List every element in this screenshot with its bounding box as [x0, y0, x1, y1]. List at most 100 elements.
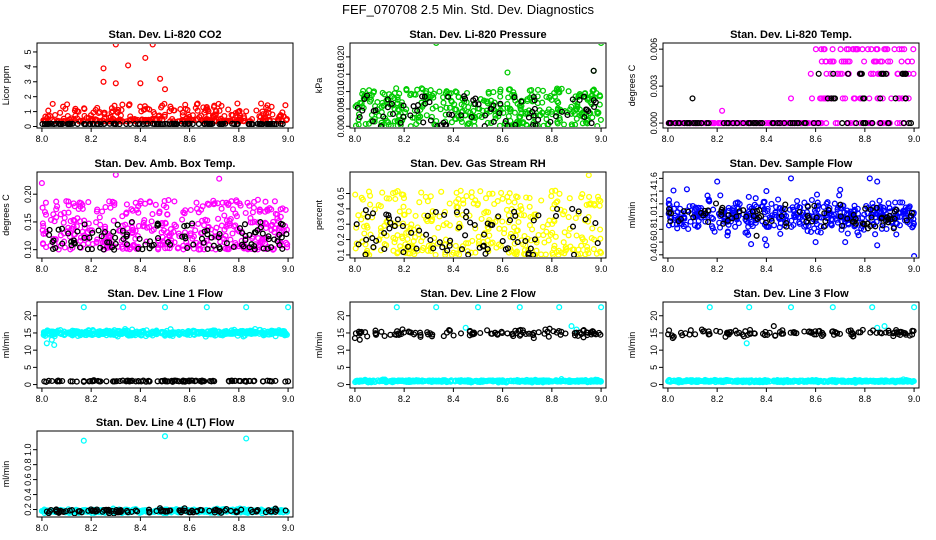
data-point: [876, 205, 883, 212]
data-point: [400, 249, 407, 256]
data-point: [115, 328, 122, 336]
data-point: [878, 377, 885, 385]
data-point: [694, 223, 701, 230]
data-point: [909, 224, 916, 231]
data-point: [89, 229, 96, 236]
plot-frame: [662, 171, 920, 259]
data-point: [218, 330, 225, 338]
data-point: [149, 44, 156, 48]
data-point: [175, 230, 182, 237]
y-tick-label: 0.000: [336, 115, 346, 138]
data-point: [175, 244, 182, 251]
y-tick-label: 0.8: [649, 223, 659, 236]
data-point: [752, 195, 759, 202]
y-axis-label: ml/min: [1, 461, 11, 488]
data-point: [498, 328, 505, 335]
data-point: [588, 120, 595, 127]
data-point: [259, 239, 266, 246]
data-point: [560, 121, 568, 127]
data-point: [516, 304, 523, 311]
y-tick-label: 5: [23, 49, 33, 54]
data-point: [119, 213, 126, 220]
data-point: [818, 332, 826, 340]
data-point: [511, 91, 518, 99]
data-point: [705, 218, 712, 226]
data-point: [432, 251, 439, 257]
data-point: [216, 245, 223, 252]
data-point: [363, 236, 370, 243]
data-point: [123, 231, 131, 238]
data-point: [729, 215, 736, 222]
panel-5: Stan. Dev. Gas Stream RH8.0 8.2 8.4 8.6 8.8 9…: [314, 158, 607, 274]
data-point: [185, 243, 192, 251]
data-point: [597, 226, 604, 233]
data-point: [137, 198, 144, 205]
data-point: [578, 242, 585, 249]
data-point: [410, 248, 417, 255]
data-point: [890, 333, 897, 340]
data-point: [154, 235, 162, 242]
data-point: [452, 242, 459, 249]
data-point: [46, 226, 53, 233]
data-point: [132, 120, 139, 127]
x-tick-label: 9.0: [595, 264, 608, 274]
data-point: [750, 212, 757, 220]
data-point: [468, 113, 475, 121]
x-tick-label: 8.2: [398, 264, 411, 274]
data-point: [92, 106, 99, 113]
x-tick-label: 8.8: [546, 394, 559, 404]
data-point: [833, 330, 840, 337]
data-point: [576, 96, 583, 104]
data-point: [67, 120, 74, 127]
data-point: [714, 178, 721, 185]
data-point: [582, 216, 589, 223]
y-axis-label: ml/min: [627, 332, 637, 359]
data-point: [673, 201, 680, 208]
data-point: [407, 112, 414, 119]
data-point: [837, 46, 844, 53]
data-point: [815, 70, 822, 77]
data-point: [95, 109, 102, 117]
figure-title: FEF_070708 2.5 Min. Std. Dev. Diagnostic…: [342, 2, 594, 17]
data-point: [141, 222, 148, 230]
data-point: [184, 244, 191, 252]
data-point: [411, 114, 418, 121]
data-point: [255, 235, 262, 242]
data-point: [756, 120, 763, 127]
data-point: [821, 210, 828, 217]
data-point: [530, 112, 537, 119]
data-point: [817, 229, 824, 236]
data-point: [548, 108, 555, 115]
data-point: [556, 190, 563, 197]
data-point: [123, 377, 130, 385]
data-point: [687, 218, 694, 225]
data-point: [504, 193, 511, 200]
data-point: [867, 70, 874, 77]
data-point: [440, 333, 447, 340]
data-point: [391, 239, 398, 246]
data-point: [558, 108, 566, 115]
plot-frame: [36, 430, 294, 518]
data-point: [420, 119, 427, 126]
data-point: [81, 234, 88, 241]
data-point: [181, 120, 188, 127]
data-point: [203, 120, 210, 127]
data-point: [152, 201, 159, 208]
data-point: [95, 227, 102, 234]
data-point: [405, 328, 412, 335]
data-point: [385, 215, 393, 222]
data-point: [435, 378, 442, 385]
data-point: [569, 246, 576, 253]
data-point: [892, 95, 899, 102]
data-point: [804, 203, 811, 210]
data-point: [167, 230, 175, 237]
data-point: [505, 212, 512, 219]
data-point: [482, 250, 489, 257]
data-point: [880, 204, 887, 211]
data-point: [112, 173, 119, 178]
data-point: [191, 331, 198, 338]
data-point: [475, 233, 482, 240]
data-point: [429, 208, 436, 215]
data-point: [101, 109, 108, 116]
